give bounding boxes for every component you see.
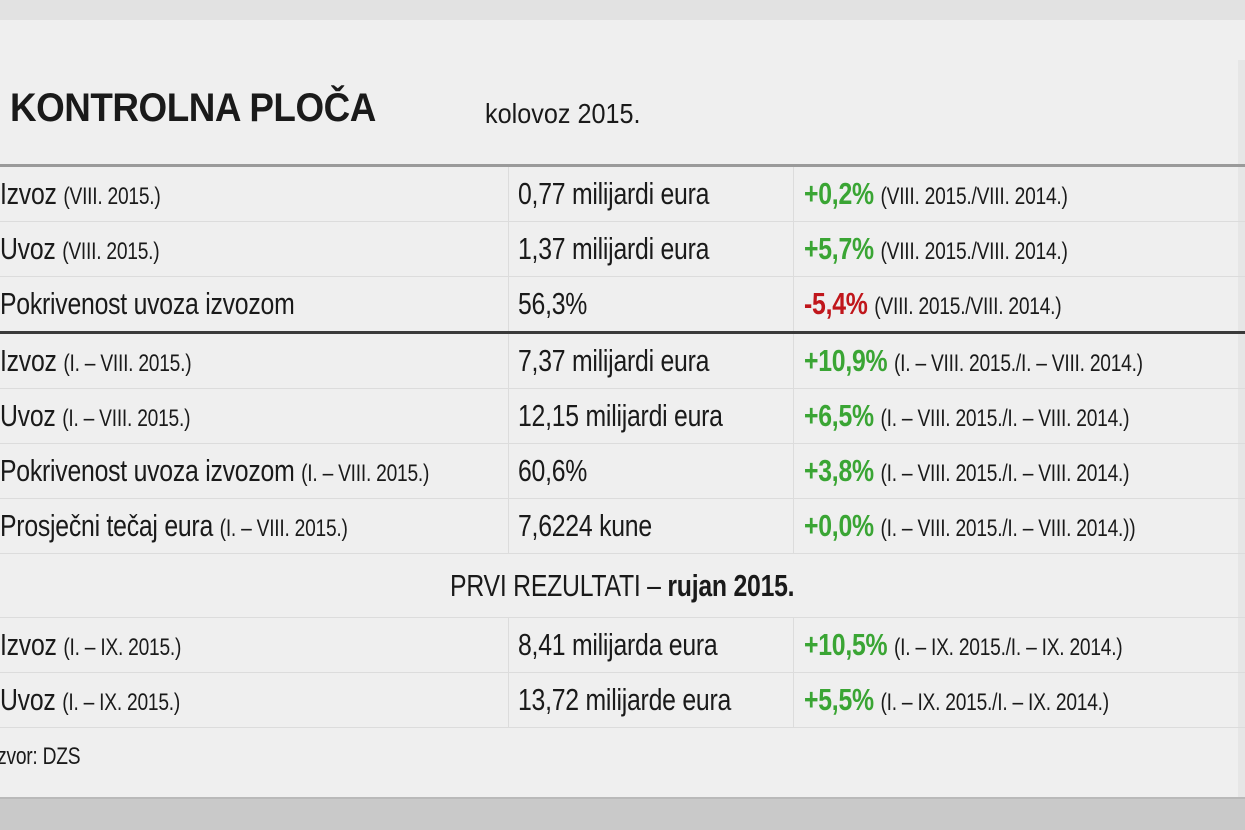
- value-cell: 56,3%: [509, 277, 794, 333]
- table-row: Uvoz (I. – IX. 2015.)13,72 milijarde eur…: [0, 673, 1245, 728]
- indicator-cell: Izvoz (I. – IX. 2015.): [0, 618, 509, 673]
- change-cell: -5,4% (VIII. 2015./VIII. 2014.): [794, 277, 1245, 333]
- indicator-value: 12,15 milijardi eura: [518, 398, 723, 434]
- change-period: (I. – VIII. 2015./I. – VIII. 2014.): [894, 350, 1143, 377]
- change-cell: +10,5% (I. – IX. 2015./I. – IX. 2014.): [794, 618, 1245, 673]
- indicator-cell: Prosječni tečaj eura (I. – VIII. 2015.): [0, 499, 509, 554]
- source-note: Izvor: DZS: [0, 743, 80, 771]
- indicator-value: 1,37 milijardi eura: [518, 231, 709, 267]
- indicator-cell: Uvoz (VIII. 2015.): [0, 222, 509, 277]
- change-period: (I. – IX. 2015./I. – IX. 2014.): [880, 689, 1108, 716]
- change-value: +6,5%: [804, 398, 874, 433]
- section-header-row: PRVI REZULTATI – rujan 2015.: [0, 554, 1245, 618]
- indicator-cell: Izvoz (I. – VIII. 2015.): [0, 333, 509, 389]
- change-value: +5,5%: [804, 682, 874, 717]
- change-period: (I. – VIII. 2015./I. – VIII. 2014.)): [880, 515, 1135, 542]
- value-cell: 0,77 milijardi eura: [509, 166, 794, 222]
- indicator-period: (I. – VIII. 2015.): [63, 350, 191, 377]
- table-row: Uvoz (I. – VIII. 2015.)12,15 milijardi e…: [0, 389, 1245, 444]
- table-row: Pokrivenost uvoza izvozom (I. – VIII. 20…: [0, 444, 1245, 499]
- indicator-label: Pokrivenost uvoza izvozom: [0, 453, 294, 488]
- section-header: PRVI REZULTATI – rujan 2015.: [0, 554, 1245, 618]
- indicator-label: Izvoz: [0, 343, 57, 378]
- change-period: (VIII. 2015./VIII. 2014.): [880, 238, 1067, 265]
- table-row: Izvoz (I. – VIII. 2015.)7,37 milijardi e…: [0, 333, 1245, 389]
- indicator-cell: Uvoz (I. – IX. 2015.): [0, 673, 509, 728]
- indicator-value: 0,77 milijardi eura: [518, 176, 709, 212]
- indicator-value: 13,72 milijarde eura: [518, 682, 731, 718]
- indicator-value: 7,37 milijardi eura: [518, 343, 709, 379]
- change-period: (VIII. 2015./VIII. 2014.): [874, 293, 1061, 320]
- section-label-bold: rujan 2015.: [668, 568, 795, 603]
- change-period: (I. – VIII. 2015./I. – VIII. 2014.): [880, 460, 1129, 487]
- indicator-label: Uvoz: [0, 682, 56, 717]
- value-cell: 60,6%: [509, 444, 794, 499]
- indicator-label: Pokrivenost uvoza izvozom: [0, 286, 294, 321]
- change-value: +3,8%: [804, 453, 874, 488]
- table-row: Prosječni tečaj eura (I. – VIII. 2015.)7…: [0, 499, 1245, 554]
- indicator-cell: Uvoz (I. – VIII. 2015.): [0, 389, 509, 444]
- indicator-value: 56,3%: [518, 286, 587, 322]
- indicator-period: (I. – VIII. 2015.): [220, 515, 348, 542]
- value-cell: 7,37 milijardi eura: [509, 333, 794, 389]
- value-cell: 1,37 milijardi eura: [509, 222, 794, 277]
- indicator-period: (I. – IX. 2015.): [62, 689, 180, 716]
- indicator-period: (VIII. 2015.): [62, 238, 159, 265]
- change-period: (VIII. 2015./VIII. 2014.): [880, 183, 1067, 210]
- change-period: (I. – IX. 2015./I. – IX. 2014.): [894, 634, 1122, 661]
- value-cell: 7,6224 kune: [509, 499, 794, 554]
- change-value: +0,0%: [804, 508, 874, 543]
- value-cell: 8,41 milijarda eura: [509, 618, 794, 673]
- table-row: Uvoz (VIII. 2015.)1,37 milijardi eura+5,…: [0, 222, 1245, 277]
- indicator-period: (I. – IX. 2015.): [63, 634, 181, 661]
- indicator-label: Izvoz: [0, 627, 57, 662]
- indicator-value: 8,41 milijarda eura: [518, 627, 717, 663]
- change-value: +0,2%: [804, 176, 874, 211]
- change-cell: +5,5% (I. – IX. 2015./I. – IX. 2014.): [794, 673, 1245, 728]
- indicator-label: Uvoz: [0, 231, 56, 266]
- change-cell: +3,8% (I. – VIII. 2015./I. – VIII. 2014.…: [794, 444, 1245, 499]
- indicator-label: Prosječni tečaj eura: [0, 508, 213, 543]
- change-cell: +0,0% (I. – VIII. 2015./I. – VIII. 2014.…: [794, 499, 1245, 554]
- top-band: [0, 0, 1245, 20]
- indicator-value: 7,6224 kune: [518, 508, 652, 544]
- change-cell: +6,5% (I. – VIII. 2015./I. – VIII. 2014.…: [794, 389, 1245, 444]
- table-row: Izvoz (VIII. 2015.)0,77 milijardi eura+0…: [0, 166, 1245, 222]
- change-period: (I. – VIII. 2015./I. – VIII. 2014.): [880, 405, 1129, 432]
- table-row: Pokrivenost uvoza izvozom 56,3% -5,4% (VI…: [0, 277, 1245, 333]
- value-cell: 13,72 milijarde eura: [509, 673, 794, 728]
- indicator-table: Izvoz (VIII. 2015.)0,77 milijardi eura+0…: [0, 164, 1245, 786]
- indicator-period: (VIII. 2015.): [63, 183, 160, 210]
- change-value: +5,7%: [804, 231, 874, 266]
- period-subtitle: kolovoz 2015.: [485, 98, 641, 130]
- bottom-band: [0, 797, 1245, 830]
- section-label: PRVI REZULTATI –: [450, 568, 661, 603]
- change-value: +10,9%: [804, 343, 887, 378]
- indicator-cell: Izvoz (VIII. 2015.): [0, 166, 509, 222]
- source-row: Izvor: DZS: [0, 728, 1245, 787]
- indicator-period: (I. – VIII. 2015.): [62, 405, 190, 432]
- change-value: +10,5%: [804, 627, 887, 662]
- change-value: -5,4%: [804, 286, 868, 321]
- indicator-cell: Pokrivenost uvoza izvozom (I. – VIII. 20…: [0, 444, 509, 499]
- table-row: Izvoz (I. – IX. 2015.)8,41 milijarda eur…: [0, 618, 1245, 673]
- indicator-label: Uvoz: [0, 398, 56, 433]
- change-cell: +5,7% (VIII. 2015./VIII. 2014.): [794, 222, 1245, 277]
- indicator-period: (I. – VIII. 2015.): [301, 460, 429, 487]
- indicator-cell: Pokrivenost uvoza izvozom: [0, 277, 509, 333]
- change-cell: +0,2% (VIII. 2015./VIII. 2014.): [794, 166, 1245, 222]
- indicator-value: 60,6%: [518, 453, 587, 489]
- value-cell: 12,15 milijardi eura: [509, 389, 794, 444]
- change-cell: +10,9% (I. – VIII. 2015./I. – VIII. 2014…: [794, 333, 1245, 389]
- indicator-label: Izvoz: [0, 176, 57, 211]
- page-title: KONTROLNA PLOČA: [10, 86, 376, 131]
- source-cell: Izvor: DZS: [0, 728, 1245, 787]
